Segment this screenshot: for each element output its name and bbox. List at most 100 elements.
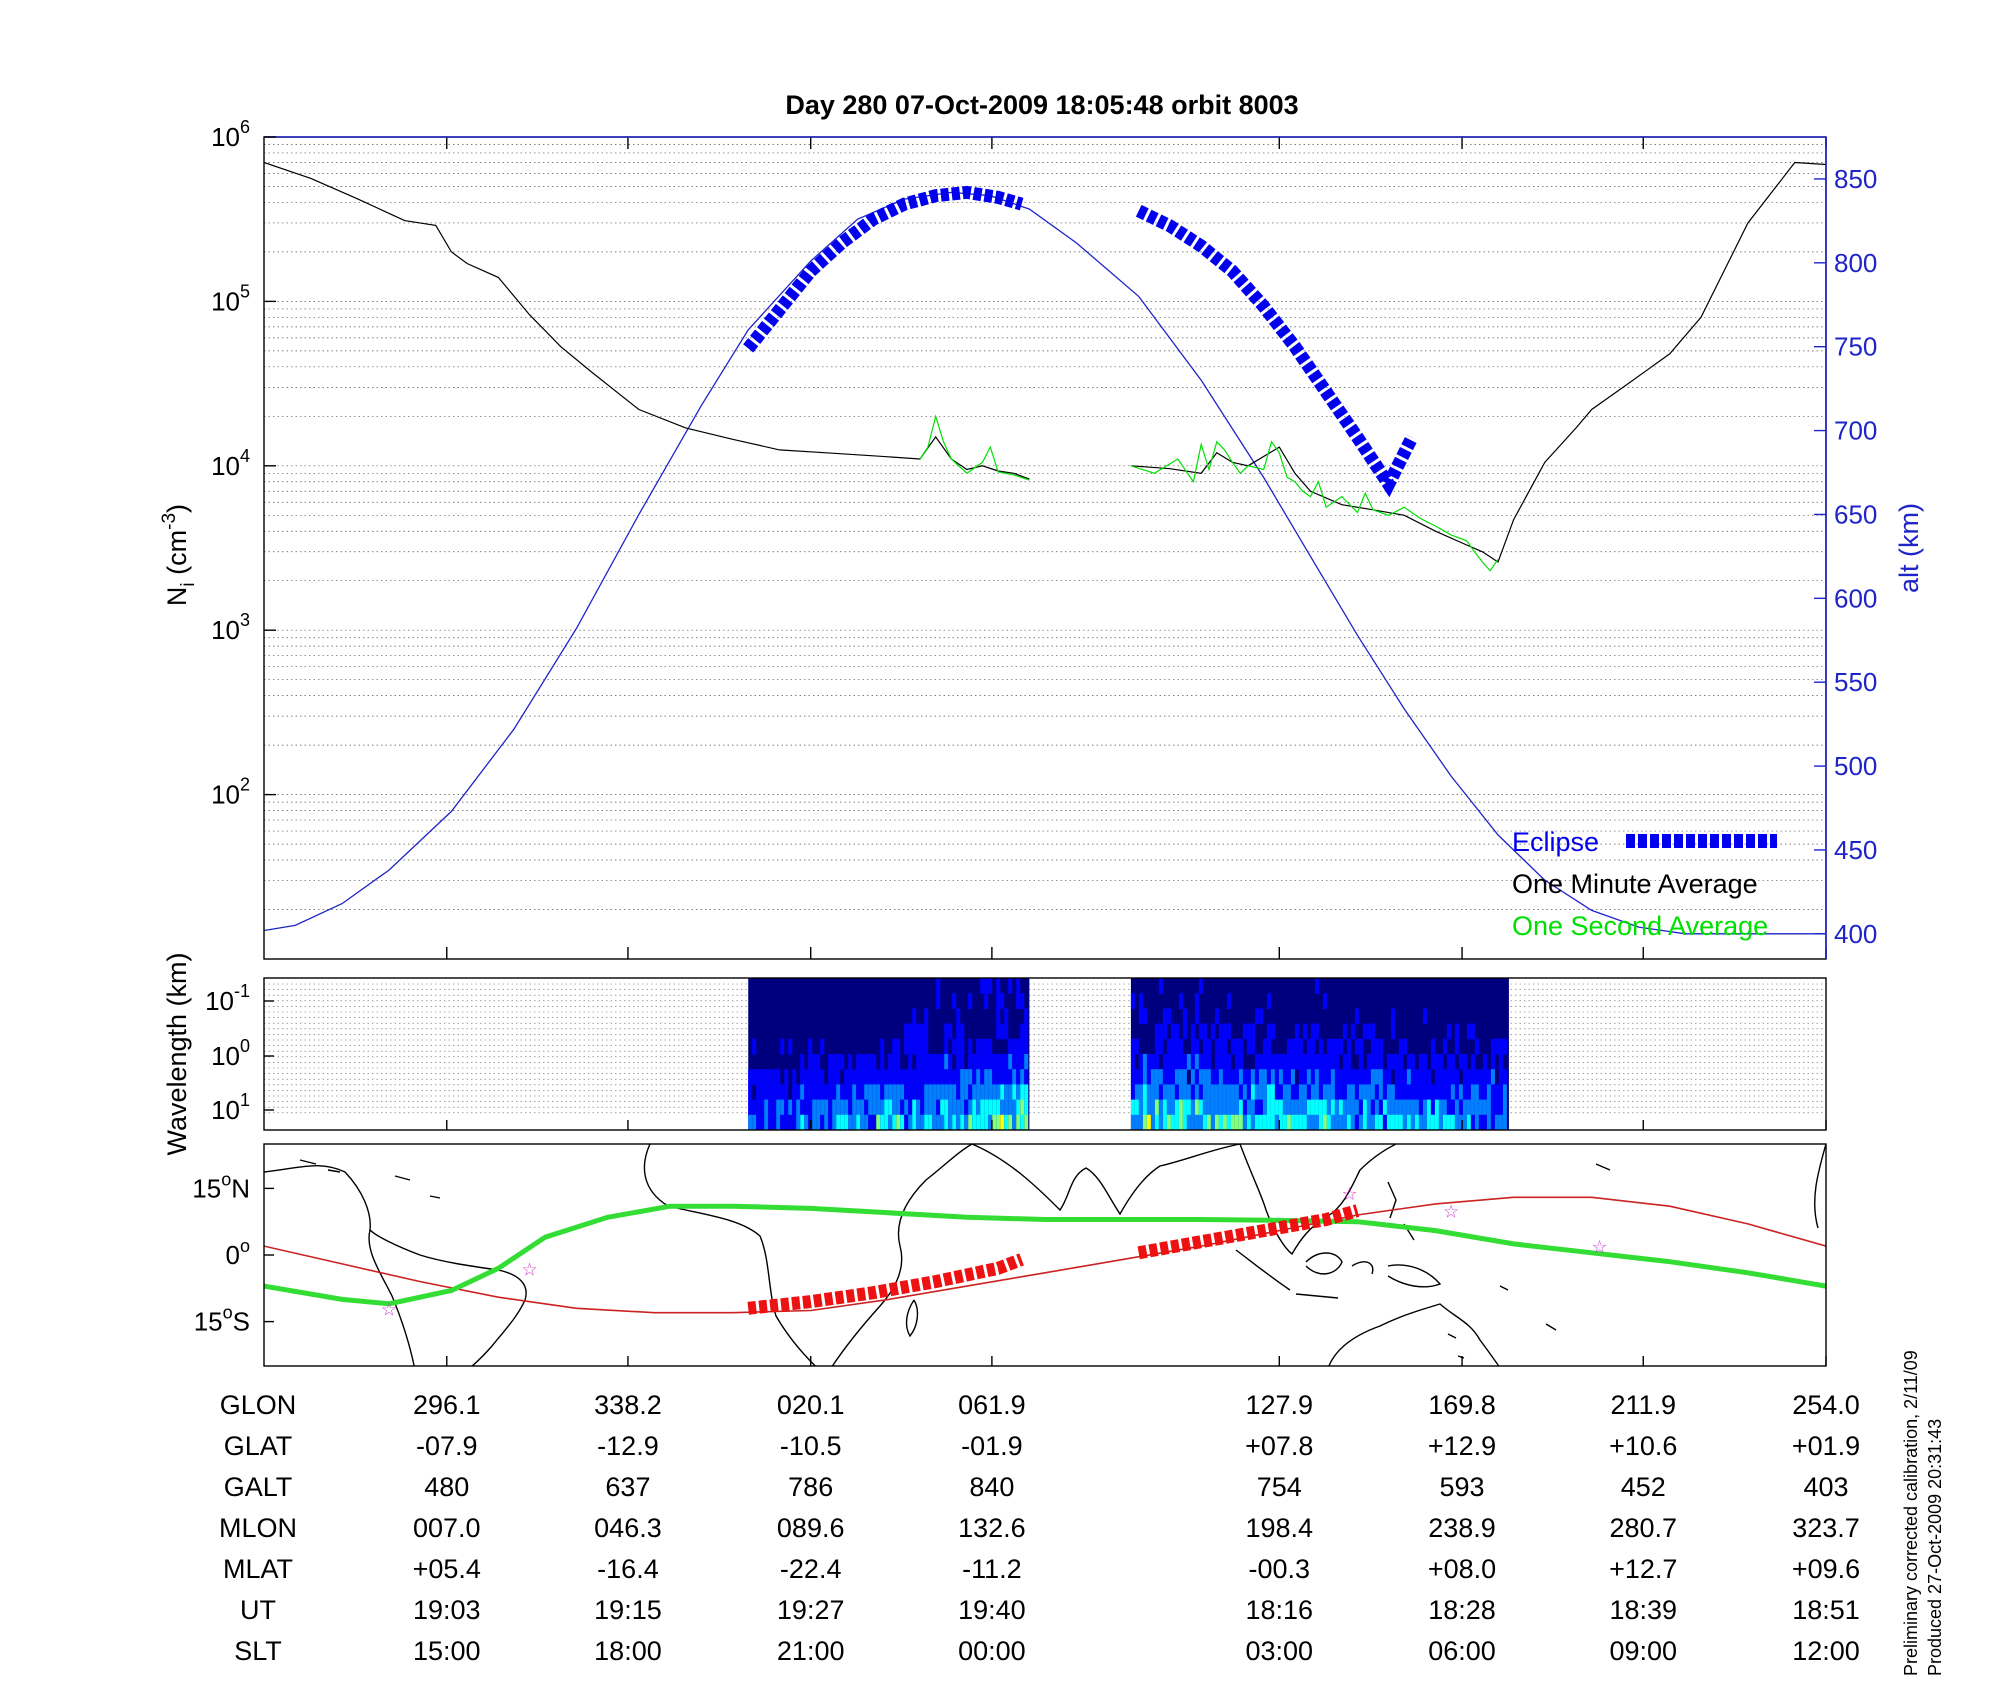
eclipse-segments: [743, 185, 1418, 498]
spectrogram-cell: [960, 1038, 965, 1055]
spectrogram-cell: [1166, 1114, 1171, 1131]
spectrogram-cell: [1190, 1114, 1195, 1131]
spectrogram-cell: [1286, 1038, 1291, 1055]
spectrogram-cell: [1142, 1114, 1147, 1131]
spectrogram-cell: [1302, 1114, 1307, 1131]
spectrogram-cell: [828, 1114, 833, 1131]
spectrogram-cell: [1470, 1054, 1475, 1070]
spectrogram-cell: [1214, 1114, 1219, 1131]
spectrogram-cell: [820, 1114, 825, 1131]
spectrogram-cell: [1278, 1099, 1283, 1116]
spectrogram-cell: [1206, 1114, 1211, 1131]
spectrogram-cell: [968, 1038, 973, 1055]
spectrogram-cell: [1000, 1084, 1005, 1101]
spectrogram-cell: [1350, 1099, 1355, 1116]
spectrogram-cell: [888, 1114, 893, 1131]
spectrogram-cell: [816, 1054, 821, 1070]
spectrogram-cell: [1222, 1084, 1227, 1101]
spectrogram-cell: [852, 1069, 857, 1085]
spectrogram-cell: [1286, 1054, 1291, 1070]
spectrogram-cell: [832, 1084, 837, 1101]
spectrogram-cell: [1346, 1054, 1351, 1070]
coast-madagascar: [905, 1299, 919, 1338]
spectrogram-cell: [1350, 1084, 1355, 1101]
spectrogram-cell: [1270, 1054, 1275, 1070]
spectrogram-cell: [1258, 1114, 1263, 1131]
spectrogram-cell: [820, 1084, 825, 1101]
spectrogram-cell: [1326, 1038, 1331, 1055]
spectrogram-cell: [1182, 1099, 1187, 1116]
spectrogram-cell: [1446, 1069, 1451, 1085]
spectrogram-cell: [836, 1114, 841, 1131]
spectrogram-cell: [1158, 1084, 1163, 1101]
spectrogram-cell: [1008, 1069, 1013, 1085]
spectrogram-cell: [1314, 1069, 1319, 1085]
spectrogram-cell: [1258, 1069, 1263, 1085]
spectrogram-cell: [896, 1114, 901, 1131]
spectrogram-cell: [984, 1069, 989, 1085]
spectrogram-cell: [832, 1054, 837, 1070]
spectrogram-cell: [940, 1069, 945, 1085]
spectrogram-cell: [1366, 1099, 1371, 1116]
spectrogram-cell: [1174, 1023, 1179, 1040]
spectrogram-cell: [1470, 1023, 1475, 1040]
spectrogram-cell: [1194, 1069, 1199, 1085]
spectrogram-cell: [1162, 1069, 1167, 1085]
spectrogram-cell: [1314, 1114, 1319, 1131]
spectrogram-cell: [1170, 1069, 1175, 1085]
map-tick-num: 15: [192, 1173, 221, 1203]
spectrogram-cell: [1178, 1038, 1183, 1055]
spectrogram-cell: [1222, 1069, 1227, 1085]
spectrogram-cell: [1414, 1114, 1419, 1131]
spectrogram-cell: [1330, 1069, 1335, 1085]
spectrogram-cell: [1434, 1084, 1439, 1101]
spectrogram-cell: [912, 1114, 917, 1131]
spectrogram-cell: [1278, 1114, 1283, 1131]
spectrogram-cell: [892, 1054, 897, 1070]
spectrogram-cell: [932, 1114, 937, 1131]
spectrogram-cell: [788, 1099, 793, 1116]
spectrogram-cell: [1130, 1114, 1135, 1131]
spectrogram-cell: [932, 1069, 937, 1085]
spectrogram-cell: [976, 1069, 981, 1085]
spectrogram-cell: [1438, 1114, 1443, 1131]
spectrogram-cell: [836, 1054, 841, 1070]
spectrogram-cell: [1486, 1099, 1491, 1116]
table-cell: 198.4: [1246, 1513, 1314, 1543]
spectrogram-cell: [912, 1099, 917, 1116]
table-row-label: MLON: [219, 1513, 297, 1543]
spectrogram-cell: [908, 1054, 913, 1070]
spectrogram-cell: [1158, 1114, 1163, 1131]
spectrogram-cell: [908, 1038, 913, 1055]
spectrogram-cell: [952, 1099, 957, 1116]
y-left-label: Ni (cm-3): [159, 504, 199, 606]
spectrogram-cell: [808, 1054, 813, 1070]
spectrogram-cell: [928, 1114, 933, 1131]
table-cell: 754: [1257, 1472, 1302, 1502]
spectrogram-cell: [1162, 1054, 1167, 1070]
spectrogram-cell: [776, 1114, 781, 1131]
spectrogram-cell: [784, 1114, 789, 1131]
spectrogram-cell: [1146, 1114, 1151, 1131]
spectrogram-cell: [912, 1008, 917, 1025]
table-cell: 169.8: [1428, 1390, 1496, 1420]
spectrogram-cell: [1238, 1114, 1243, 1131]
spectrogram-cell: [992, 1114, 997, 1131]
spectrogram-cell: [1218, 1069, 1223, 1085]
spectrogram-cell: [1354, 1069, 1359, 1085]
table-row-label: MLAT: [223, 1554, 293, 1584]
wavelength-tick-exp: 1: [240, 1090, 250, 1110]
spectrogram-cell: [988, 1084, 993, 1101]
spectrogram-cell: [1498, 1114, 1503, 1131]
spectrogram-cell: [1370, 1069, 1375, 1085]
spectrogram-cell: [812, 1084, 817, 1101]
spectrogram-cell: [940, 1114, 945, 1131]
spectrogram-cell: [800, 1114, 805, 1131]
spectrogram-cell: [936, 1099, 941, 1116]
spectrogram-cell: [1446, 1054, 1451, 1070]
spectrogram-cell: [868, 1054, 873, 1070]
spectrogram-cell: [904, 1114, 909, 1131]
spectrogram-cell: [1366, 1054, 1371, 1070]
spectrogram-cell: [1162, 1084, 1167, 1101]
spectrogram-cell: [1242, 1099, 1247, 1116]
